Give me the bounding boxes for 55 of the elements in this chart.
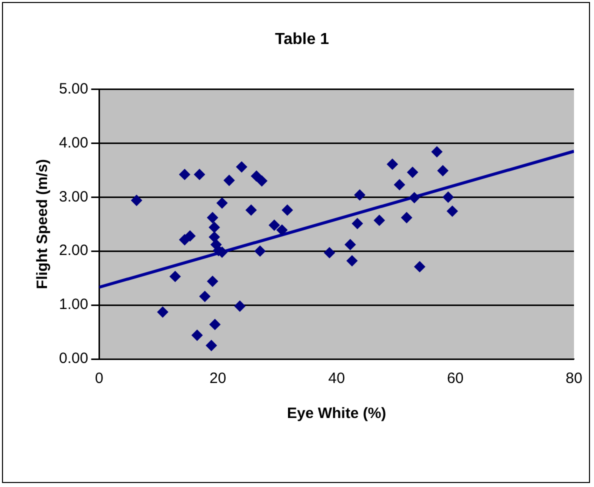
point <box>386 158 398 170</box>
point <box>194 168 205 180</box>
point <box>268 220 280 231</box>
point <box>216 198 228 209</box>
y-tick-label: 1.00 <box>58 296 88 314</box>
point <box>282 204 293 216</box>
point <box>207 276 218 287</box>
x-tick-label: 60 <box>446 370 464 388</box>
point <box>246 204 257 216</box>
point <box>394 179 406 190</box>
x-tick-label: 0 <box>95 370 104 388</box>
point <box>374 214 385 226</box>
point <box>179 168 190 180</box>
point <box>276 224 288 236</box>
y-tick-label: 3.00 <box>58 188 88 206</box>
point <box>209 318 220 330</box>
point <box>352 218 363 230</box>
point <box>437 165 448 176</box>
point <box>442 192 454 203</box>
point <box>250 170 262 182</box>
y-tick-label: 2.00 <box>58 242 88 260</box>
x-tick-label: 20 <box>210 370 226 388</box>
chart-title: Table 1 <box>275 31 330 48</box>
point <box>206 340 217 352</box>
x-tick-label: 80 <box>566 370 582 388</box>
y-tick-label: 0.00 <box>58 350 88 368</box>
point <box>344 239 356 250</box>
point <box>199 290 210 302</box>
point <box>224 174 235 186</box>
point <box>446 206 458 217</box>
point <box>324 247 335 258</box>
point <box>407 166 418 178</box>
point <box>207 212 218 224</box>
point <box>131 194 142 206</box>
point <box>408 192 420 204</box>
point <box>184 230 196 242</box>
point <box>256 175 268 186</box>
point <box>354 189 366 200</box>
point <box>170 270 181 282</box>
point <box>208 232 220 243</box>
point <box>414 261 426 272</box>
point <box>401 212 412 224</box>
x-axis-title: Eye White (%) <box>287 405 386 422</box>
point <box>236 161 248 172</box>
point <box>346 255 358 266</box>
point <box>234 300 246 312</box>
point <box>254 246 266 257</box>
y-tick-label: 4.00 <box>58 134 88 152</box>
point <box>431 146 442 158</box>
y-axis-title: Flight Speed (m/s) <box>34 159 52 290</box>
x-tick-label: 40 <box>328 370 345 388</box>
y-tick-label: 5.00 <box>58 80 88 98</box>
point <box>192 330 203 341</box>
point <box>157 306 168 318</box>
point <box>208 222 220 233</box>
